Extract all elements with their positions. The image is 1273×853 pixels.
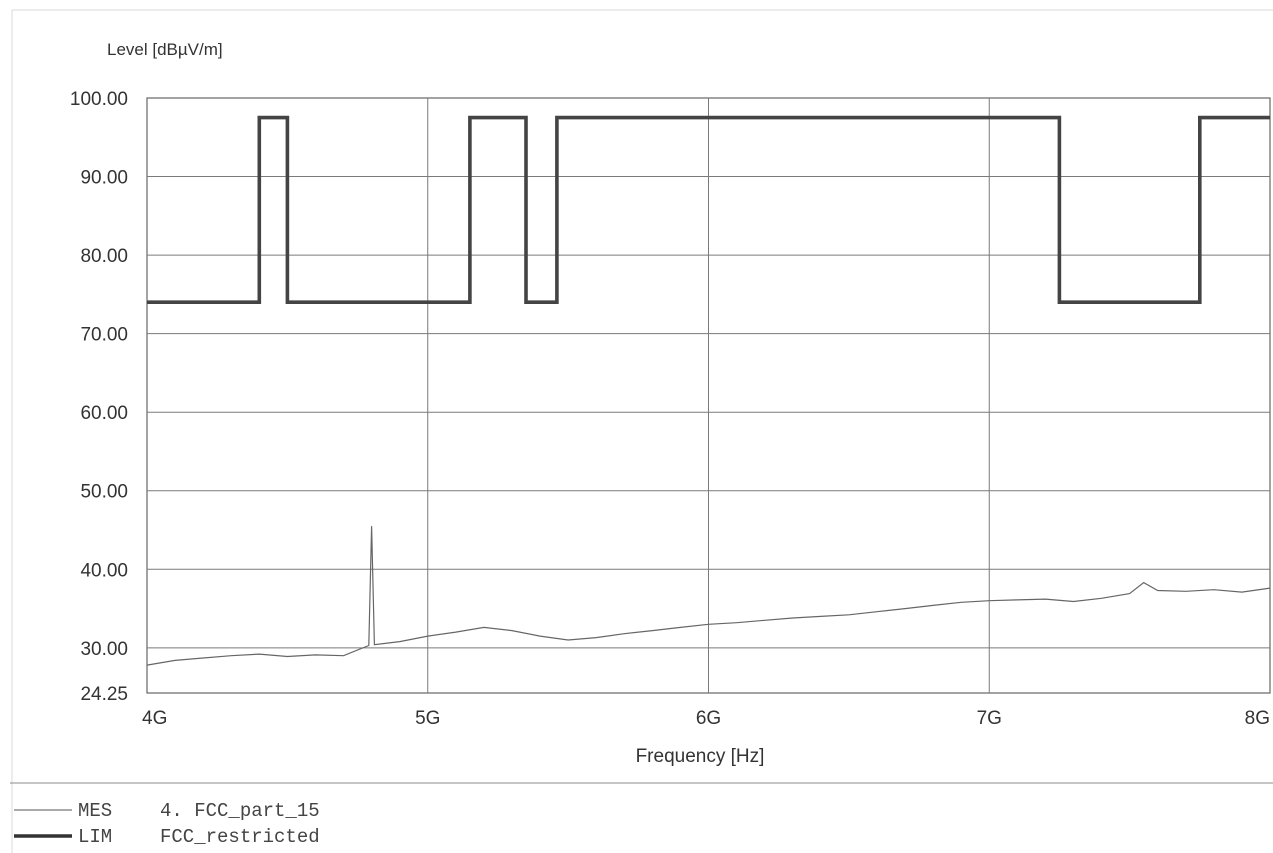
legend-text-lim: FCC_restricted — [160, 826, 320, 848]
y-tick-label: 70.00 — [80, 325, 128, 346]
legend-code-mes: MES — [78, 800, 112, 822]
x-tick-labels: 4G 5G 6G 7G 8G — [142, 708, 1270, 729]
legend-code-lim: LIM — [78, 826, 112, 848]
y-tick-label: 100.00 — [70, 89, 128, 110]
legend-text-mes: 4. FCC_part_15 — [160, 800, 320, 822]
y-tick-label: 60.00 — [80, 403, 128, 424]
grid-lines — [147, 98, 1270, 693]
y-tick-labels: 24.25 30.00 40.00 50.00 60.00 70.00 80.00 90.00… — [70, 89, 128, 705]
series-line-lim — [147, 115, 1270, 305]
y-tick-label: 30.00 — [80, 639, 128, 660]
y-tick-label: 24.25 — [80, 684, 128, 705]
x-tick-label: 8G — [1245, 708, 1270, 729]
series-layer — [146, 115, 1271, 666]
y-tick-label: 90.00 — [80, 168, 128, 189]
x-tick-label: 5G — [415, 708, 440, 729]
legend: MES 4. FCC_part_15 LIM FCC_restricted — [14, 800, 320, 848]
y-tick-label: 80.00 — [80, 246, 128, 267]
x-tick-label: 4G — [142, 708, 167, 729]
y-axis-title: Level [dBµV/m] — [107, 40, 223, 59]
y-tick-label: 40.00 — [80, 560, 128, 581]
series-line-mes — [146, 526, 1271, 666]
y-tick-label: 50.00 — [80, 482, 128, 503]
x-tick-label: 6G — [696, 708, 721, 729]
x-tick-label: 7G — [977, 708, 1002, 729]
x-axis-title: Frequency [Hz] — [636, 746, 765, 767]
